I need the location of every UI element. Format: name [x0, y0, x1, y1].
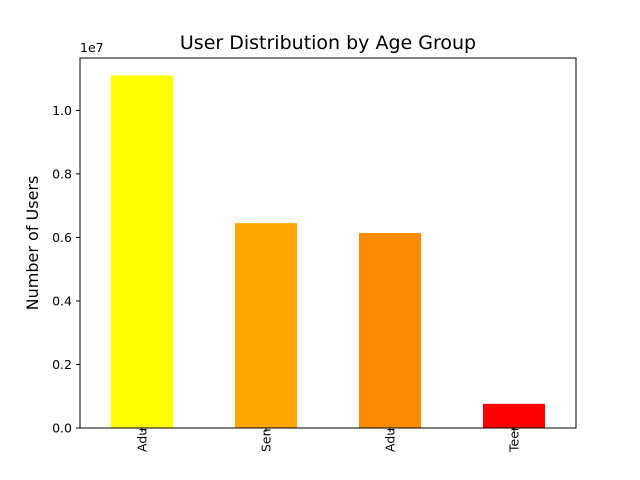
y-tick-label: 0.0 — [52, 421, 72, 436]
y-tick-label: 0.4 — [52, 293, 72, 308]
x-tick-label: Teenagers — [507, 388, 522, 453]
x-tick-label: Seniors — [259, 406, 274, 452]
y-tick-label: 0.2 — [52, 357, 72, 372]
bar-3 — [359, 233, 421, 428]
x-tick-marks — [141, 428, 515, 432]
bar-2 — [235, 223, 297, 428]
y-tick-label: 1.0 — [52, 103, 72, 118]
y-axis-label: Number of Users — [23, 176, 42, 311]
bar-4 — [483, 403, 545, 428]
x-tick-label: Adults — [383, 413, 398, 452]
bars-group — [111, 75, 545, 428]
bar-1 — [111, 75, 173, 428]
y-ticks-group: 0.0 0.2 0.4 0.6 0.8 1.0 — [52, 103, 80, 436]
plot-frame — [79, 57, 577, 429]
y-tick-label: 0.8 — [52, 166, 72, 181]
chart-title: User Distribution by Age Group — [180, 32, 476, 54]
x-tick-label: Adults — [135, 413, 150, 452]
y-tick-label: 0.6 — [52, 230, 72, 245]
x-ticks-group: Adults Seniors Adults Teenagers — [135, 388, 522, 453]
y-axis-offset-label: 1e7 — [80, 40, 104, 55]
